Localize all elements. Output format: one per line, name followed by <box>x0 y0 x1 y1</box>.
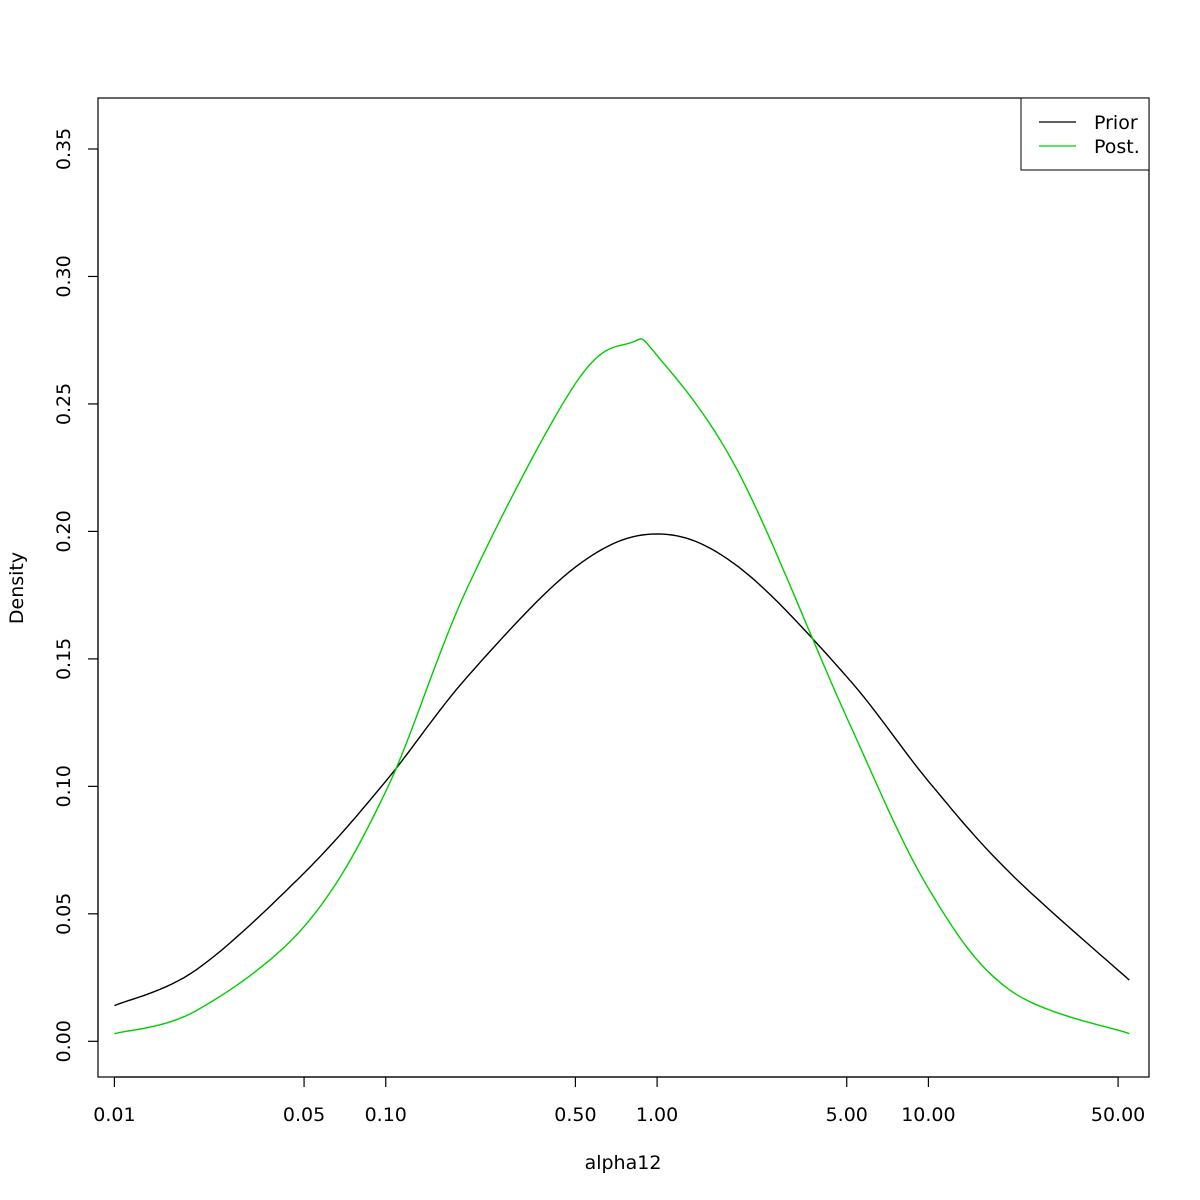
y-tick-label: 0.00 <box>53 1020 75 1062</box>
y-tick-label: 0.30 <box>53 255 75 297</box>
x-tick-label: 10.00 <box>901 1104 955 1126</box>
x-tick-label: 0.05 <box>283 1104 325 1126</box>
y-tick-label: 0.10 <box>53 765 75 807</box>
legend-label-prior: Prior <box>1094 112 1138 134</box>
x-tick-label: 0.10 <box>365 1104 407 1126</box>
x-tick-label: 1.00 <box>636 1104 678 1126</box>
y-tick-label: 0.15 <box>53 638 75 680</box>
y-tick-label: 0.35 <box>53 128 75 170</box>
legend-label-post: Post. <box>1094 136 1140 158</box>
y-axis-title: Density <box>6 552 28 624</box>
x-tick-label: 50.00 <box>1091 1104 1145 1126</box>
y-tick-label: 0.20 <box>53 510 75 552</box>
y-tick-label: 0.25 <box>53 383 75 425</box>
plot-frame <box>97 97 1150 1078</box>
x-tick-label: 0.50 <box>554 1104 596 1126</box>
x-axis: 0.01 0.05 0.10 0.50 1.00 5.00 10.00 50.00 <box>93 1076 1145 1126</box>
x-tick-label: 0.01 <box>93 1104 135 1126</box>
legend-box <box>1020 97 1150 171</box>
legend: Prior Post. <box>1020 97 1150 171</box>
x-tick-label: 5.00 <box>826 1104 868 1126</box>
y-axis: 0.00 0.05 0.10 0.15 0.20 0.25 0.30 0.35 <box>53 128 99 1062</box>
y-tick-label: 0.05 <box>53 893 75 935</box>
x-axis-title: alpha12 <box>585 1152 662 1174</box>
series-line-prior <box>114 533 1130 1007</box>
series-layer <box>114 338 1130 1035</box>
series-line-post <box>114 338 1130 1035</box>
